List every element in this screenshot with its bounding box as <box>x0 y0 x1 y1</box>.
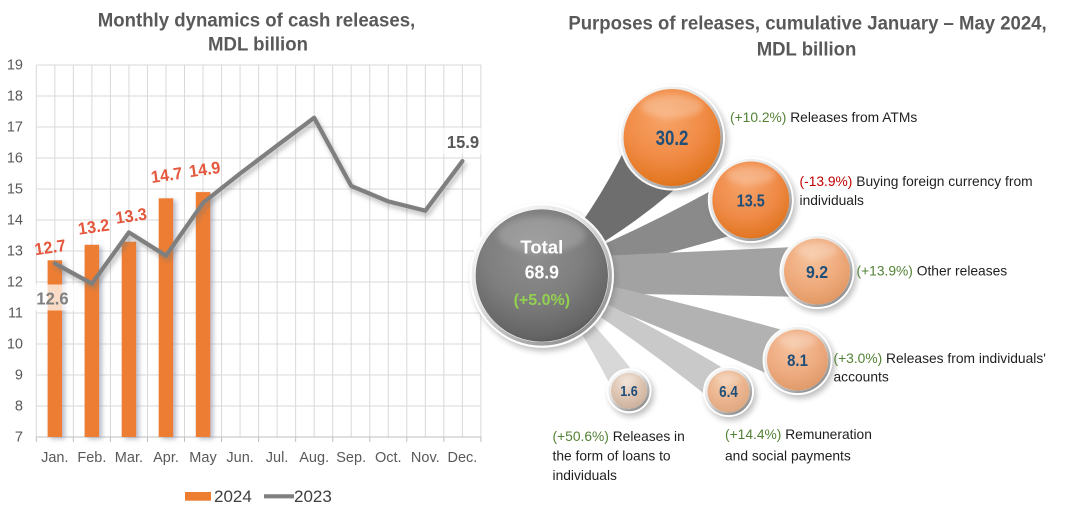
svg-text:14: 14 <box>7 213 23 229</box>
svg-text:May: May <box>189 450 217 466</box>
svg-text:12: 12 <box>7 275 23 291</box>
svg-text:16: 16 <box>7 151 23 167</box>
svg-text:10: 10 <box>7 337 23 353</box>
svg-text:(+13.9%) Other releases: (+13.9%) Other releases <box>857 263 1008 278</box>
svg-text:accounts: accounts <box>834 369 889 384</box>
svg-text:Nov.: Nov. <box>411 450 440 466</box>
svg-text:15: 15 <box>7 182 23 198</box>
svg-text:Monthly dynamics of cash relea: Monthly dynamics of cash releases, <box>98 9 415 30</box>
svg-text:15.9: 15.9 <box>447 131 479 152</box>
svg-text:Dec.: Dec. <box>447 450 477 466</box>
svg-text:13: 13 <box>7 244 23 260</box>
svg-text:individuals: individuals <box>553 468 618 483</box>
svg-text:MDL billion: MDL billion <box>757 38 857 59</box>
svg-text:Mar.: Mar. <box>115 450 143 466</box>
svg-text:13.5: 13.5 <box>737 191 765 211</box>
svg-text:2023: 2023 <box>294 487 332 506</box>
svg-text:Total: Total <box>520 236 563 257</box>
svg-text:(+50.6%) Releases in: (+50.6%) Releases in <box>553 429 685 444</box>
svg-text:68.9: 68.9 <box>525 262 559 283</box>
svg-text:1.6: 1.6 <box>620 382 638 399</box>
svg-text:Oct.: Oct. <box>375 450 402 466</box>
svg-text:12.7: 12.7 <box>33 236 67 260</box>
svg-text:(-13.9%) Buying foreign curren: (-13.9%) Buying foreign currency from <box>800 174 1033 189</box>
svg-text:Purposes of releases, cumulati: Purposes of releases, cumulative January… <box>568 13 1046 34</box>
svg-text:8.1: 8.1 <box>787 352 808 370</box>
svg-text:14.9: 14.9 <box>188 158 222 182</box>
svg-text:(+14.4%) Remuneration: (+14.4%) Remuneration <box>725 427 872 442</box>
svg-text:13.2: 13.2 <box>77 215 111 239</box>
svg-text:(+5.0%): (+5.0%) <box>514 292 570 309</box>
svg-text:Jun.: Jun. <box>226 450 253 466</box>
svg-text:9.2: 9.2 <box>806 262 828 282</box>
svg-text:14.7: 14.7 <box>150 163 184 187</box>
svg-text:30.2: 30.2 <box>656 127 689 150</box>
svg-text:and social payments: and social payments <box>725 449 851 464</box>
svg-text:Jan.: Jan. <box>41 450 68 466</box>
svg-text:Jul.: Jul. <box>266 450 289 466</box>
svg-text:2024: 2024 <box>214 487 252 506</box>
svg-text:(+3.0%) Releases from individu: (+3.0%) Releases from individuals' <box>834 351 1046 366</box>
svg-text:13.3: 13.3 <box>114 204 148 228</box>
svg-text:9: 9 <box>15 368 23 384</box>
svg-text:12.6: 12.6 <box>36 288 68 309</box>
svg-text:Feb.: Feb. <box>77 450 106 466</box>
svg-text:the form of loans to: the form of loans to <box>553 448 671 463</box>
svg-text:individuals: individuals <box>800 193 865 208</box>
svg-text:17: 17 <box>7 120 23 136</box>
svg-text:6.4: 6.4 <box>719 384 738 401</box>
svg-text:Aug.: Aug. <box>299 450 329 466</box>
svg-text:Apr.: Apr. <box>153 450 179 466</box>
svg-text:11: 11 <box>8 306 23 322</box>
svg-text:7: 7 <box>15 430 23 446</box>
svg-text:18: 18 <box>7 89 23 105</box>
svg-text:(+10.2%) Releases from ATMs: (+10.2%) Releases from ATMs <box>730 110 917 125</box>
svg-text:MDL billion: MDL billion <box>208 33 308 54</box>
svg-text:19: 19 <box>7 58 23 74</box>
svg-text:8: 8 <box>15 399 23 415</box>
svg-text:Sep.: Sep. <box>336 450 366 466</box>
